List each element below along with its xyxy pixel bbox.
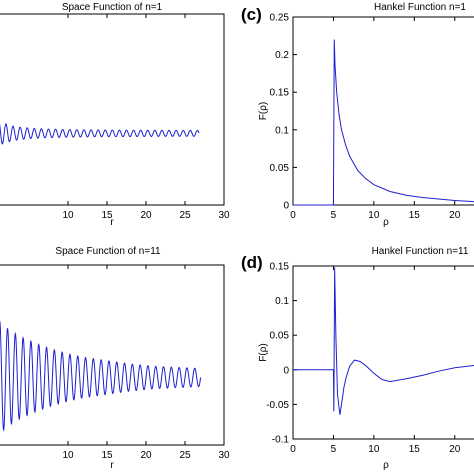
- y-tick-label: 0.05: [270, 163, 290, 174]
- plot-frame: [0, 264, 225, 446]
- x-tick-label: 20: [140, 450, 152, 461]
- y-axis-label: F(ρ): [258, 102, 269, 120]
- chart-title: Space Function of n=1: [62, 2, 163, 13]
- y-tick-label: 0: [283, 365, 289, 376]
- y-tick-label: 0.15: [270, 88, 290, 99]
- chart-panel-top-left: 10 15 20 25 30 Space Function of n=1 r: [0, 2, 230, 228]
- y-tick-label: -0.1: [272, 435, 290, 446]
- x-tick-label: 5: [331, 444, 337, 455]
- x-tick-label: 20: [140, 210, 152, 221]
- plot-frame: [0, 13, 225, 206]
- x-tick-label: 10: [368, 210, 380, 221]
- x-tick-label: 20: [449, 444, 461, 455]
- chart-panel-bottom-right: 0 5 10 15 20 -0.1 -0.05 0 0.05 0.1 0.15 Hankel Func…: [241, 246, 474, 471]
- series-line: [293, 39, 474, 206]
- x-tick-label: 15: [409, 210, 421, 221]
- x-tick-label: 10: [62, 450, 74, 461]
- x-tick-label: 30: [218, 450, 230, 461]
- chart-title: Hankel Function n=1: [374, 2, 466, 13]
- chart-title: Space Function of n=11: [55, 246, 161, 257]
- x-tick-label: 20: [449, 210, 461, 221]
- plot-frame: [292, 16, 474, 206]
- x-tick-label: 5: [331, 210, 337, 221]
- y-tick-label: 0.25: [270, 13, 290, 24]
- x-axis-label: ρ: [383, 217, 389, 228]
- x-tick-label: 0: [290, 444, 296, 455]
- x-tick-label: 25: [179, 450, 191, 461]
- x-axis-label: ρ: [383, 460, 389, 471]
- y-tick-label: 0.1: [275, 296, 289, 307]
- series-line: [293, 267, 474, 415]
- x-axis-label: r: [110, 217, 114, 228]
- y-tick-label: -0.05: [266, 400, 289, 411]
- x-tick-label: 15: [409, 444, 421, 455]
- plot-frame: [292, 265, 474, 440]
- chart-title: Hankel Function n=11: [372, 246, 469, 257]
- series-line: [0, 123, 200, 145]
- x-tick-label: 25: [179, 210, 191, 221]
- y-tick-label: 0.1: [275, 125, 289, 136]
- x-axis-label: r: [110, 460, 114, 471]
- panel-label: (c): [241, 5, 262, 24]
- y-tick-label: 0: [283, 201, 289, 212]
- panel-label: (d): [241, 253, 263, 272]
- chart-panel-top-right: 0 5 10 15 20 0 0.05 0.1 0.15 0.2 0.25 Hankel Functi…: [241, 2, 474, 228]
- y-tick-label: 0.05: [270, 331, 290, 342]
- series-line: [0, 320, 202, 432]
- x-tick-label: 10: [62, 210, 74, 221]
- x-tick-label: 30: [218, 210, 230, 221]
- x-tick-label: 15: [101, 210, 113, 221]
- x-tick-label: 10: [368, 444, 380, 455]
- y-tick-label: 0.15: [270, 262, 290, 273]
- x-tick-label: 15: [101, 450, 113, 461]
- y-tick-label: 0.2: [275, 50, 289, 61]
- chart-panel-bottom-left: 10 15 20 25 30 Space Function of n=11 r: [0, 246, 230, 471]
- y-axis-label: F(ρ): [258, 343, 269, 361]
- x-tick-label: 0: [290, 210, 296, 221]
